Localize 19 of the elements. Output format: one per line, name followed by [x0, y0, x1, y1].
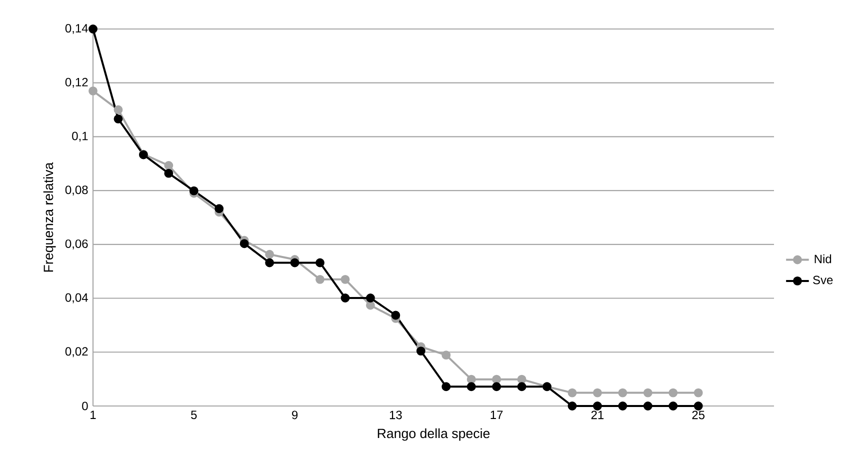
x-tick-label: 17 — [490, 410, 503, 419]
y-tick-label: 0,1 — [72, 132, 88, 142]
y-tick-label: 0,12 — [65, 78, 88, 88]
y-tick-label: 0 — [82, 402, 88, 410]
x-axis-title: Rango della specie — [378, 428, 490, 441]
y-tick-label: 0,08 — [65, 186, 88, 196]
x-tick-label: 1 — [90, 410, 96, 419]
x-tick-label: 25 — [692, 410, 704, 420]
legend-label: Sve — [813, 276, 833, 284]
y-tick-label: 0,04 — [65, 293, 88, 304]
y-tick-label: 0,06 — [65, 239, 88, 250]
y-tick-label: 0,02 — [65, 347, 88, 358]
legend-label: Nid — [814, 254, 832, 264]
y-axis-title: Frequenza relativa — [43, 162, 56, 272]
x-tick-label: 21 — [591, 410, 604, 420]
x-tick-label: 5 — [191, 410, 197, 420]
x-tick-label: 13 — [390, 410, 402, 420]
x-tick-label: 9 — [292, 410, 298, 420]
y-tick-label: 0,14 — [65, 24, 88, 34]
